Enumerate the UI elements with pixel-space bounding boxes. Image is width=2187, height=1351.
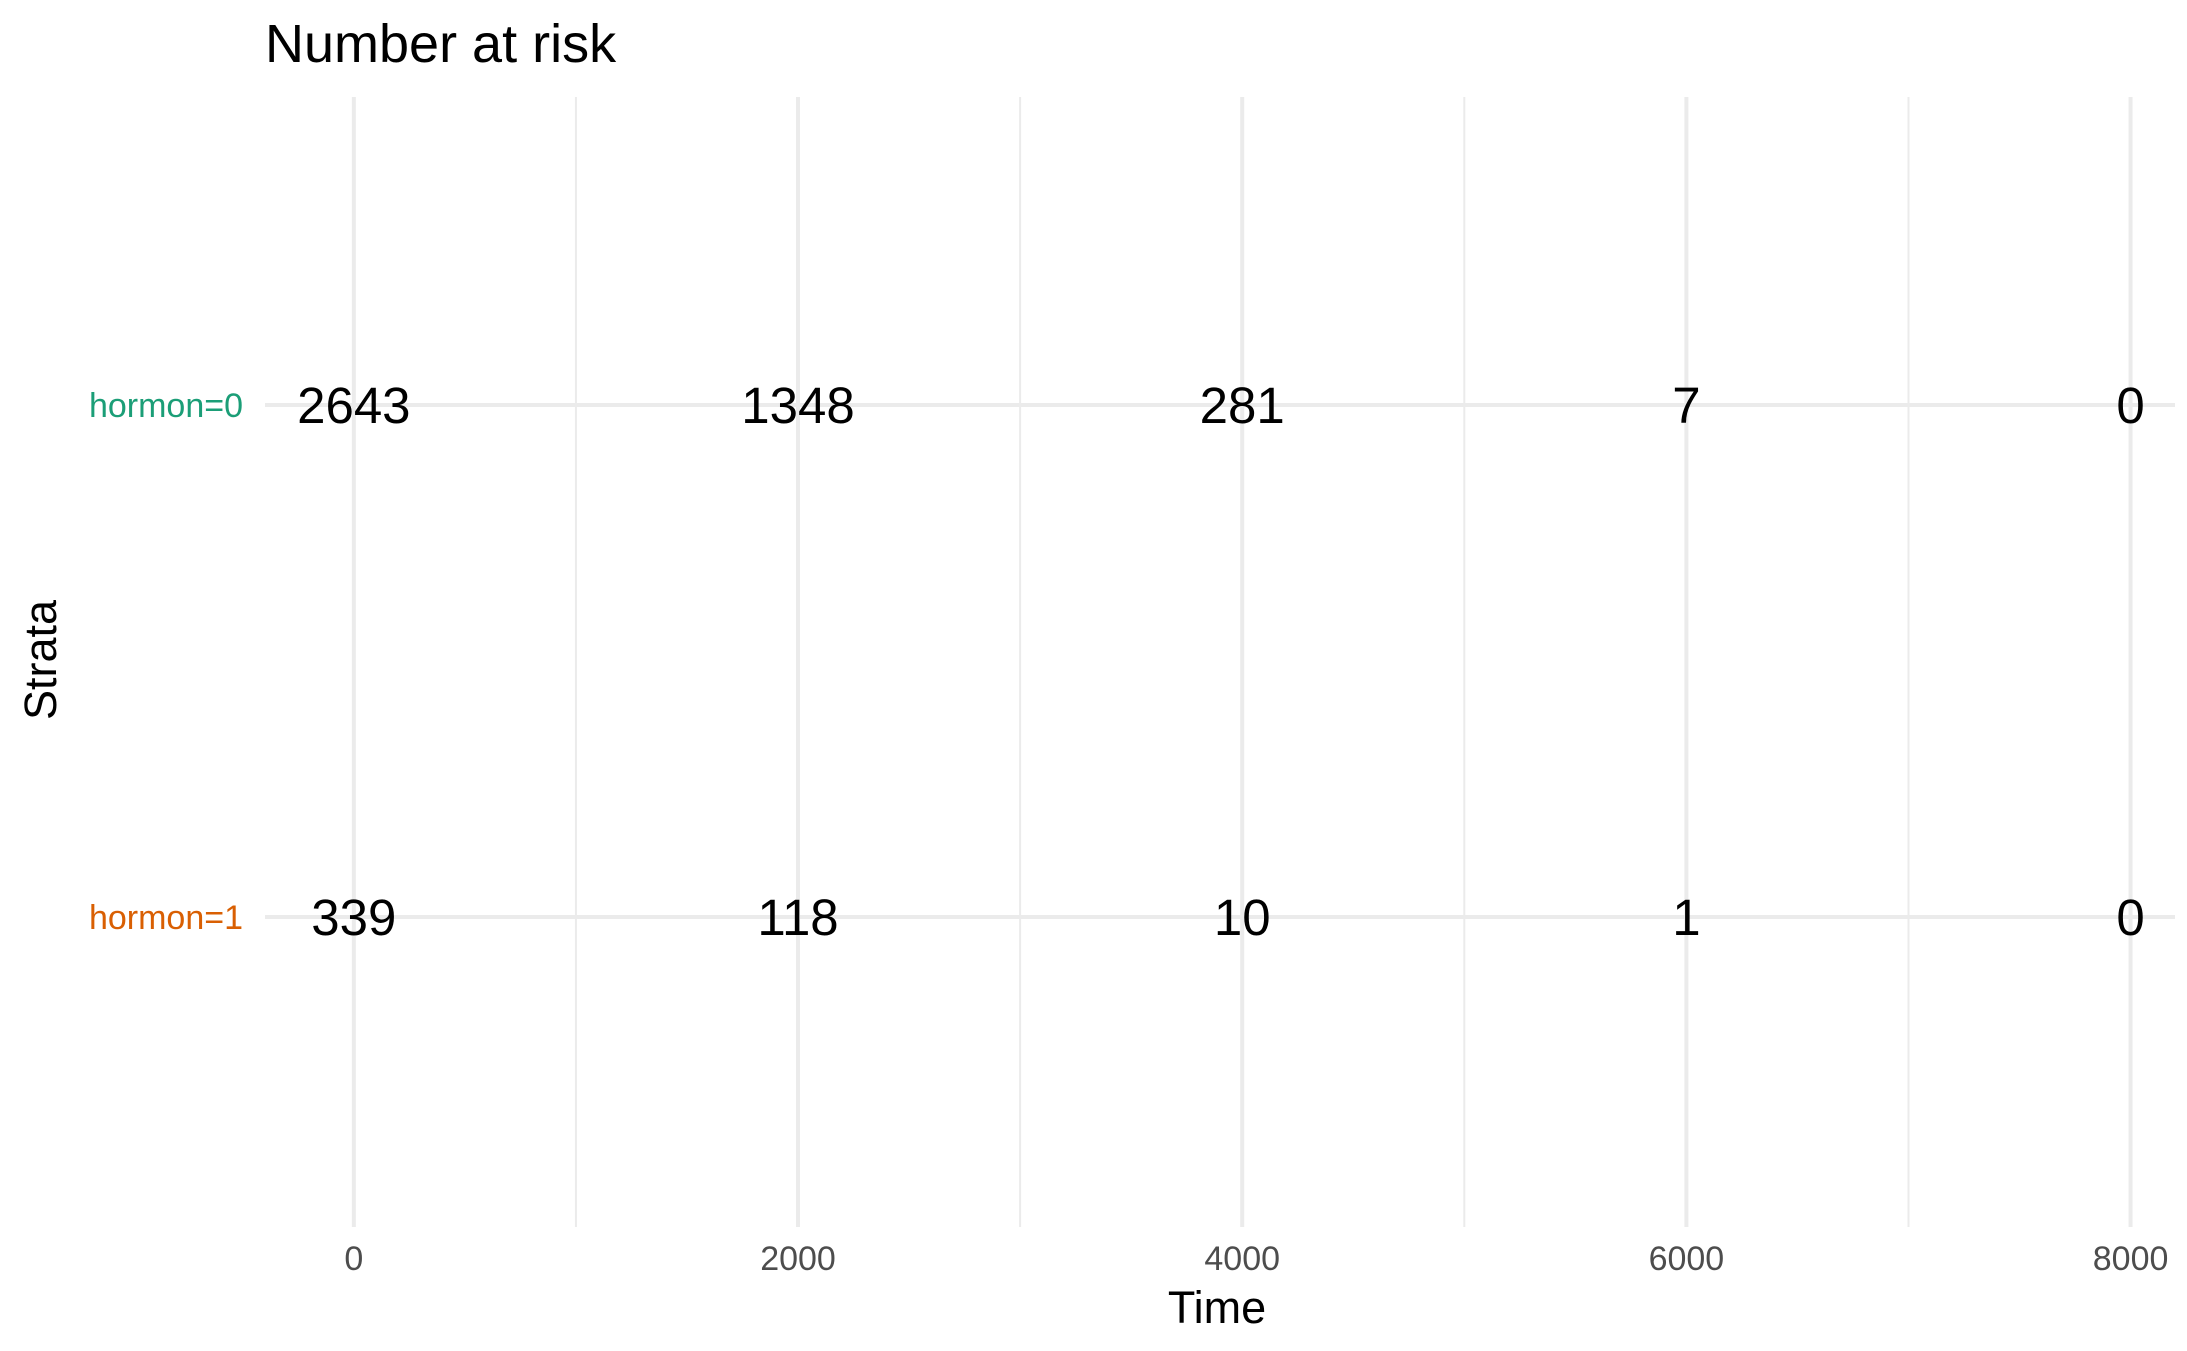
x-tick-label: 6000 <box>1649 1240 1725 1278</box>
strata-label: hormon=1 <box>89 899 243 937</box>
risk-value-label: 2643 <box>297 377 410 434</box>
risk-value-label: 281 <box>1200 377 1285 434</box>
x-tick-label: 4000 <box>1204 1240 1280 1278</box>
x-tick-label: 2000 <box>760 1240 836 1278</box>
strata-label: hormon=0 <box>89 387 243 425</box>
grid-layer <box>265 97 2175 1227</box>
risk-value-label: 0 <box>2116 377 2144 434</box>
risk-value-label: 10 <box>1214 889 1271 946</box>
x-tick-label: 0 <box>344 1240 363 1278</box>
x-axis-title: Time <box>1168 1282 1266 1333</box>
risk-value-label: 0 <box>2116 889 2144 946</box>
labels-layer: Number at risk Time Strata 0 2000 4000 6000… <box>15 14 2168 1333</box>
x-tick-label: 8000 <box>2093 1240 2169 1278</box>
risk-value-label: 118 <box>757 889 838 946</box>
risk-value-label: 1348 <box>741 377 854 434</box>
chart-title: Number at risk <box>265 14 617 74</box>
y-axis-title: Strata <box>15 599 66 720</box>
risk-value-label: 7 <box>1672 377 1700 434</box>
risk-value-label: 1 <box>1672 889 1700 946</box>
risk-value-label: 339 <box>311 889 396 946</box>
